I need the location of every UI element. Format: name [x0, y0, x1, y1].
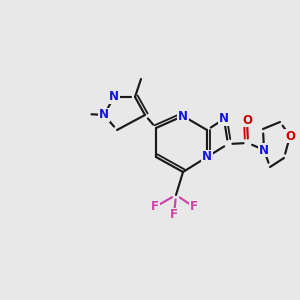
Text: N: N — [219, 112, 229, 125]
Text: N: N — [178, 110, 188, 122]
Text: F: F — [151, 200, 159, 214]
Text: O: O — [242, 113, 252, 127]
Text: O: O — [285, 130, 295, 142]
Text: N: N — [202, 151, 212, 164]
Text: F: F — [190, 200, 198, 214]
Text: N: N — [259, 143, 269, 157]
Text: N: N — [109, 91, 119, 103]
Text: N: N — [99, 109, 109, 122]
Text: F: F — [170, 208, 178, 221]
